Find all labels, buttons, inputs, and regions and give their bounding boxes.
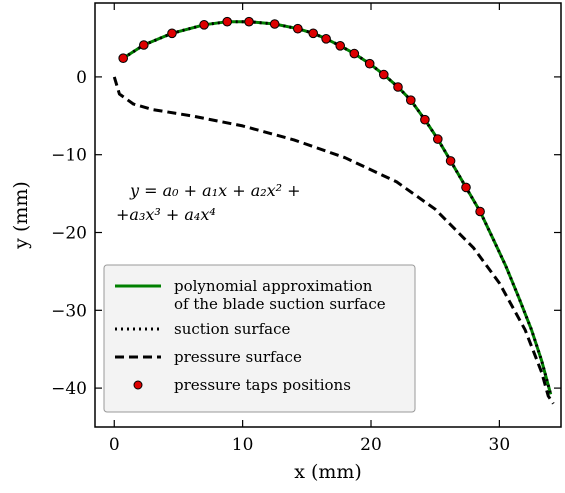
legend-label-polynomial-2: of the blade suction surface [174,295,386,313]
x-axis-label: x (mm) [294,461,362,483]
legend-label-pressure: pressure surface [174,348,302,366]
legend-handle-taps [133,380,143,390]
formula-line-2: +a₃x³ + a₄x⁴ [116,205,216,224]
plot-area [112,16,555,405]
pressure-tap-point [269,19,280,29]
pressure-tap-point [293,23,303,34]
y-tick-label: −30 [51,301,87,321]
pressure-tap-point [244,16,254,27]
x-tick-label: 20 [360,435,382,455]
pressure-tap-point [475,206,485,217]
x-tick-label: 0 [109,435,120,455]
pressure-tap-point [433,134,443,144]
pressure-tap-point [335,41,346,51]
legend-box [103,264,416,413]
pressure-tap-point [118,53,128,64]
legend: polynomial approximation of the blade su… [103,264,416,413]
x-tick-label: 30 [489,435,511,455]
y-axis-label: y (mm) [10,181,32,250]
pressure-tap-point [406,95,416,105]
y-tick-label: 0 [76,68,87,88]
pressure-tap-point [222,16,232,27]
y-axis: 0 −10 −20 −30 −40 [51,68,561,399]
plot-frame [94,2,562,428]
y-tick-label: −40 [51,379,87,399]
pressure-tap-point [349,48,360,59]
x-axis: 0 10 20 30 [109,3,510,455]
pressure-tap-point [364,58,375,69]
pressure-tap-point [420,114,430,125]
pressure-tap-point [379,69,389,80]
legend-label-suction: suction surface [174,320,290,338]
pressure-tap-point [393,82,403,92]
y-tick-label: −10 [51,146,87,166]
x-tick-label: 10 [232,435,254,455]
pressure-tap-point [321,34,331,44]
pressure-tap-point [461,182,471,193]
legend-label-polynomial-1: polynomial approximation [174,277,373,295]
legend-label-taps: pressure taps positions [174,376,351,394]
pressure-tap-point [199,20,209,30]
pressure-tap-point [139,40,149,50]
pressure-tap-point [445,156,456,166]
formula-line-1: y = a₀ + a₁x + a₂x² + [129,181,301,200]
y-tick-label: −20 [51,224,87,244]
pressure-series-line [112,76,555,405]
pressure-tap-point [167,28,177,39]
pressure-tap-point [308,28,319,39]
suction-series-line [122,20,553,395]
